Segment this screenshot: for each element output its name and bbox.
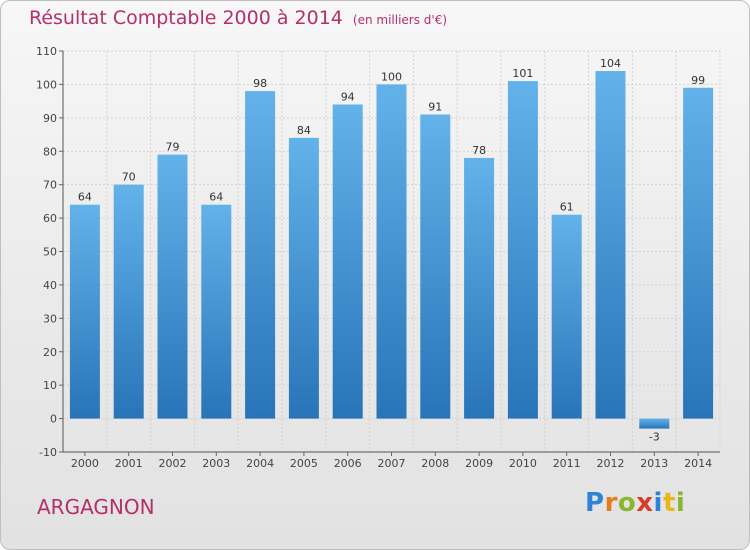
y-tick-label: 80 (43, 145, 57, 158)
value-labels: 64 70 79 64 98 84 94 100 91 78 101 61 104 -3 99 (78, 57, 705, 444)
bar-2005 (288, 137, 319, 419)
bar-2002 (157, 154, 188, 419)
bar-2000 (69, 204, 100, 419)
commune-name: ARGAGNON (37, 495, 155, 519)
y-tick-label: 20 (43, 346, 57, 359)
value-label-2006: 94 (341, 90, 355, 103)
x-tick-label-2004: 2004 (246, 457, 274, 470)
y-tick-label: -10 (39, 446, 57, 459)
x-tick-labels: 2000 2001 2002 2003 2004 2005 2006 2007 2008 2009… (71, 457, 712, 470)
x-tick-label-2005: 2005 (290, 457, 318, 470)
x-tick-label-2009: 2009 (465, 457, 493, 470)
value-label-2009: 78 (472, 144, 486, 157)
bars (69, 71, 714, 429)
y-tick-label: 110 (36, 45, 57, 58)
proxiti-logo: Proxiti (585, 488, 686, 518)
bar-2004 (245, 91, 276, 419)
y-tick-label: 70 (43, 179, 57, 192)
title-main: Résultat Comptable 2000 à 2014 (29, 7, 343, 29)
x-tick-label-2007: 2007 (378, 457, 406, 470)
value-label-2012: 104 (600, 57, 621, 70)
y-tick-label: 60 (43, 212, 57, 225)
y-tick-label: 50 (43, 246, 57, 259)
axes (59, 50, 720, 456)
bar-2009 (464, 157, 495, 419)
y-tick-labels: -10 0 10 20 30 40 50 60 70 80 90 100 110 (36, 45, 57, 459)
bar-2007 (376, 84, 407, 419)
y-tick-label: 100 (36, 78, 57, 91)
title-unit: (en milliers d'€) (352, 13, 448, 27)
value-label-2008: 91 (428, 100, 442, 113)
chart-title: Résultat Comptable 2000 à 2014 (en millie… (29, 7, 447, 29)
value-label-2005: 84 (297, 124, 311, 137)
x-tick-label-2008: 2008 (421, 457, 449, 470)
bar-2013 (639, 418, 670, 429)
x-tick-label-2003: 2003 (202, 457, 230, 470)
value-label-2000: 64 (78, 191, 92, 204)
value-label-2003: 64 (209, 191, 223, 204)
y-tick-label: 0 (50, 413, 57, 426)
x-tick-label-2010: 2010 (509, 457, 537, 470)
x-tick-label-2000: 2000 (71, 457, 99, 470)
bar-2003 (201, 204, 232, 419)
bar-2011 (551, 214, 582, 419)
x-tick-label-2001: 2001 (115, 457, 143, 470)
bar-2012 (595, 71, 626, 419)
bar-2010 (507, 81, 538, 419)
bar-2001 (113, 184, 144, 419)
value-label-2010: 101 (512, 67, 533, 80)
x-tick-label-2012: 2012 (597, 457, 625, 470)
value-label-2002: 79 (166, 141, 180, 154)
value-label-2014: 99 (691, 74, 705, 87)
x-tick-label-2013: 2013 (640, 457, 668, 470)
value-label-2011: 61 (560, 201, 574, 214)
y-tick-label: 90 (43, 112, 57, 125)
value-label-2001: 70 (122, 171, 136, 184)
bar-2014 (683, 87, 714, 419)
x-tick-label-2011: 2011 (553, 457, 581, 470)
x-tick-label-2006: 2006 (334, 457, 362, 470)
y-tick-label: 30 (43, 312, 57, 325)
x-tick-label-2014: 2014 (684, 457, 712, 470)
y-tick-label: 10 (43, 379, 57, 392)
value-label-2007: 100 (381, 70, 402, 83)
y-tick-label: 40 (43, 279, 57, 292)
bar-2008 (420, 114, 451, 419)
value-label-2013: -3 (649, 431, 660, 444)
bar-2006 (332, 104, 363, 419)
x-tick-label-2002: 2002 (159, 457, 187, 470)
value-label-2004: 98 (253, 77, 267, 90)
